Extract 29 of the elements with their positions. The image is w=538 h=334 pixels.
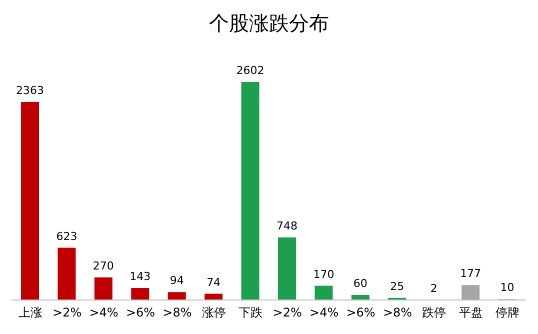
x-tick-label: 停牌 [496,306,520,320]
data-label: 748 [276,219,298,232]
x-tick-label: 上涨 [18,306,42,320]
x-tick-label: >6% [126,306,156,320]
data-label: 2 [430,282,438,295]
data-label: 623 [56,230,78,243]
data-label: 143 [130,270,151,284]
x-tick-label: >8% [382,306,412,320]
x-tick-label: 跌停 [422,306,446,320]
data-label: 25 [390,280,404,293]
x-tick-label: 下跌 [238,306,263,320]
chart-title: 个股涨跌分布 [208,10,330,37]
data-label: 94 [170,274,184,288]
x-tick-label: >4% [89,306,118,320]
x-tick-label: >4% [310,306,339,320]
data-label: 2602 [236,64,264,77]
x-tick-label: >6% [346,306,376,320]
data-label: 2363 [16,84,44,98]
x-tick-label: >2% [52,306,82,320]
data-label: 60 [353,276,368,290]
data-label: 270 [92,259,114,272]
data-label: 170 [313,268,334,281]
data-label: 10 [500,281,514,294]
x-tick-label: >2% [272,306,302,320]
data-label: 74 [206,276,221,289]
data-label: 177 [460,267,482,280]
x-tick-label: 涨停 [202,306,226,320]
x-tick-label: 平盘 [458,306,483,320]
x-tick-label: >8% [162,306,192,320]
